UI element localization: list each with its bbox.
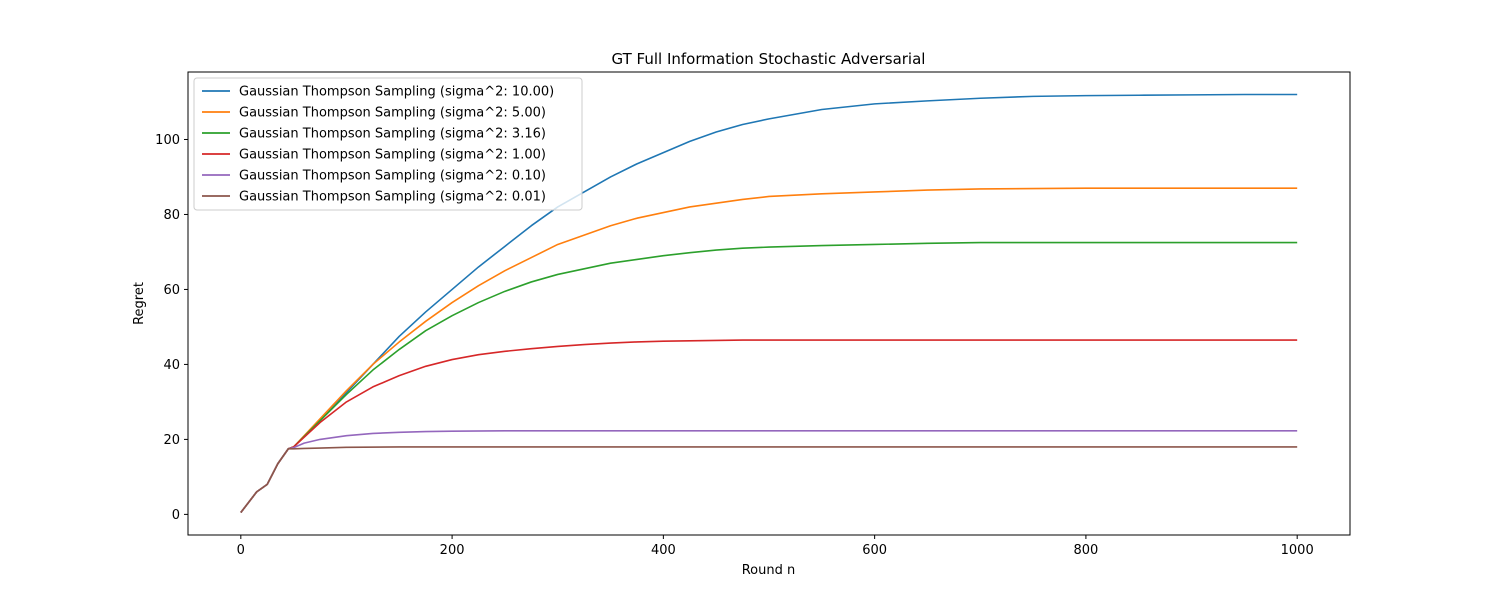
series-line-5 xyxy=(240,429,1298,513)
x-tick-label: 200 xyxy=(440,543,465,558)
y-axis: 0 20 40 60 80 100 xyxy=(155,133,188,523)
series-line-6 xyxy=(240,446,1298,513)
plot-frame xyxy=(187,71,1351,536)
x-tick-label: 800 xyxy=(1073,543,1098,558)
legend-entry-label: Gaussian Thompson Sampling (sigma^2: 1.0… xyxy=(239,148,546,163)
legend-entry-label: Gaussian Thompson Sampling (sigma^2: 5.0… xyxy=(239,106,546,121)
chart-title: GT Full Information Stochastic Adversari… xyxy=(612,50,926,68)
legend-entry-label: Gaussian Thompson Sampling (sigma^2: 0.1… xyxy=(239,169,546,184)
y-tick-label: 40 xyxy=(163,358,180,373)
series-line-3 xyxy=(240,241,1298,513)
x-axis: 0 200 400 600 800 1000 xyxy=(237,535,1314,558)
x-tick-label: 0 xyxy=(237,543,245,558)
y-tick-label: 0 xyxy=(172,508,180,523)
legend: Gaussian Thompson Sampling (sigma^2: 10.… xyxy=(193,77,583,211)
y-tick-label: 100 xyxy=(155,133,180,148)
x-axis-label: Round n xyxy=(742,563,796,578)
legend-entry-label: Gaussian Thompson Sampling (sigma^2: 3.1… xyxy=(239,127,546,142)
y-axis-label: Regret xyxy=(132,282,147,325)
legend-box xyxy=(193,77,583,211)
y-tick-label: 60 xyxy=(163,283,180,298)
series-line-4 xyxy=(240,339,1298,513)
y-tick-label: 80 xyxy=(163,208,180,223)
x-tick-label: 600 xyxy=(862,543,887,558)
legend-entry-label: Gaussian Thompson Sampling (sigma^2: 10.… xyxy=(239,85,554,100)
plot-lines xyxy=(240,93,1298,513)
y-tick-label: 20 xyxy=(163,433,180,448)
legend-entry-label: Gaussian Thompson Sampling (sigma^2: 0.0… xyxy=(239,190,546,205)
x-tick-label: 400 xyxy=(651,543,676,558)
x-tick-label: 1000 xyxy=(1281,543,1314,558)
